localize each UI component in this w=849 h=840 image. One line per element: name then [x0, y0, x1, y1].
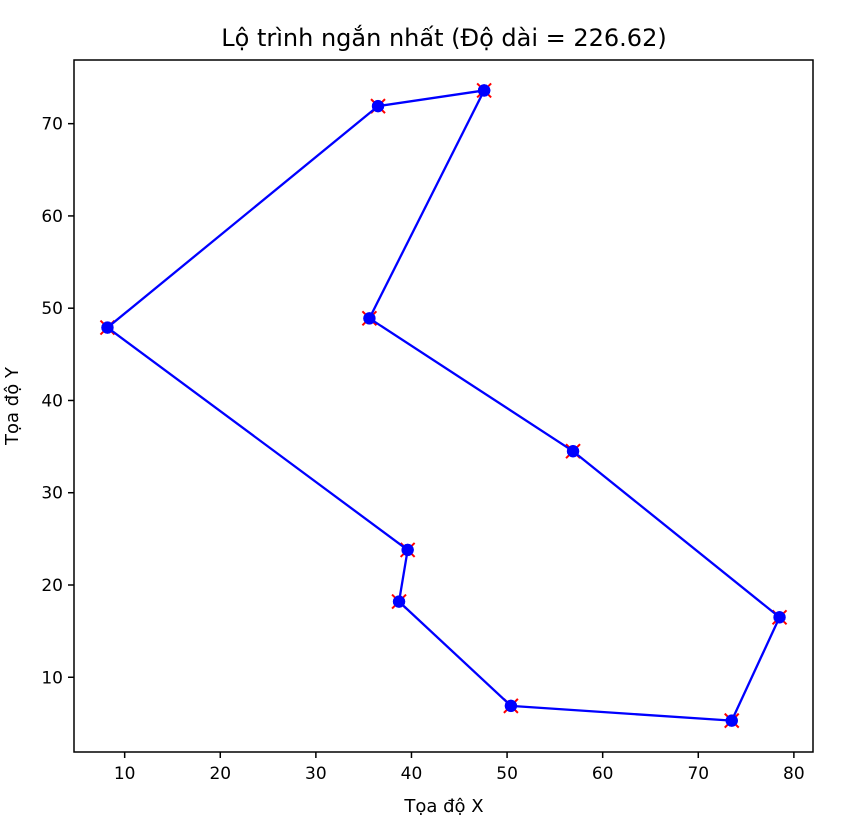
y-axis-ticks: 10 20 30 40 50 60 70 — [41, 115, 74, 688]
route-point — [477, 84, 491, 97]
city-markers — [99, 82, 788, 729]
route-segment — [368, 89, 486, 319]
route-point — [504, 699, 518, 713]
chart-title: Lộ trình ngắn nhất (Độ dài = 226.62) — [221, 23, 666, 52]
x-axis-ticks: 10 20 30 40 50 60 70 80 — [114, 752, 805, 784]
y-tick-label: 10 — [41, 668, 63, 688]
route-segment — [106, 105, 379, 329]
route-segment — [572, 450, 781, 619]
y-tick-label: 20 — [41, 576, 63, 596]
x-tick-label: 20 — [209, 764, 231, 784]
y-tick-label: 60 — [41, 207, 63, 227]
route-point — [725, 714, 738, 727]
route-segment — [397, 549, 409, 602]
plot-frame — [73, 59, 814, 753]
x-tick-label: 60 — [592, 764, 614, 784]
route-point — [392, 595, 406, 608]
route-point — [101, 321, 114, 334]
y-tick-label: 40 — [41, 391, 63, 411]
x-tick-label: 70 — [687, 764, 709, 784]
y-tick-label: 50 — [41, 299, 63, 319]
route-point — [566, 444, 580, 458]
route-segment — [106, 326, 409, 551]
route-point — [773, 611, 786, 624]
route-segment — [398, 600, 512, 707]
x-tick-label: 40 — [401, 764, 423, 784]
route-point — [371, 99, 385, 113]
route-point — [363, 312, 376, 325]
route-points — [101, 84, 786, 727]
route-segment — [510, 704, 732, 722]
x-axis-label: Tọa độ X — [403, 796, 483, 817]
route-path — [106, 89, 781, 722]
route-segment — [730, 616, 781, 722]
y-tick-label: 30 — [41, 484, 63, 504]
x-tick-label: 10 — [114, 764, 136, 784]
x-tick-label: 50 — [496, 764, 518, 784]
route-segment — [377, 89, 485, 108]
route-segment — [368, 317, 574, 453]
x-tick-label: 80 — [783, 764, 805, 784]
y-axis-label: Tọa độ Y — [2, 366, 23, 446]
route-point — [401, 543, 414, 557]
y-tick-label: 70 — [41, 115, 63, 135]
x-tick-label: 30 — [305, 764, 327, 784]
